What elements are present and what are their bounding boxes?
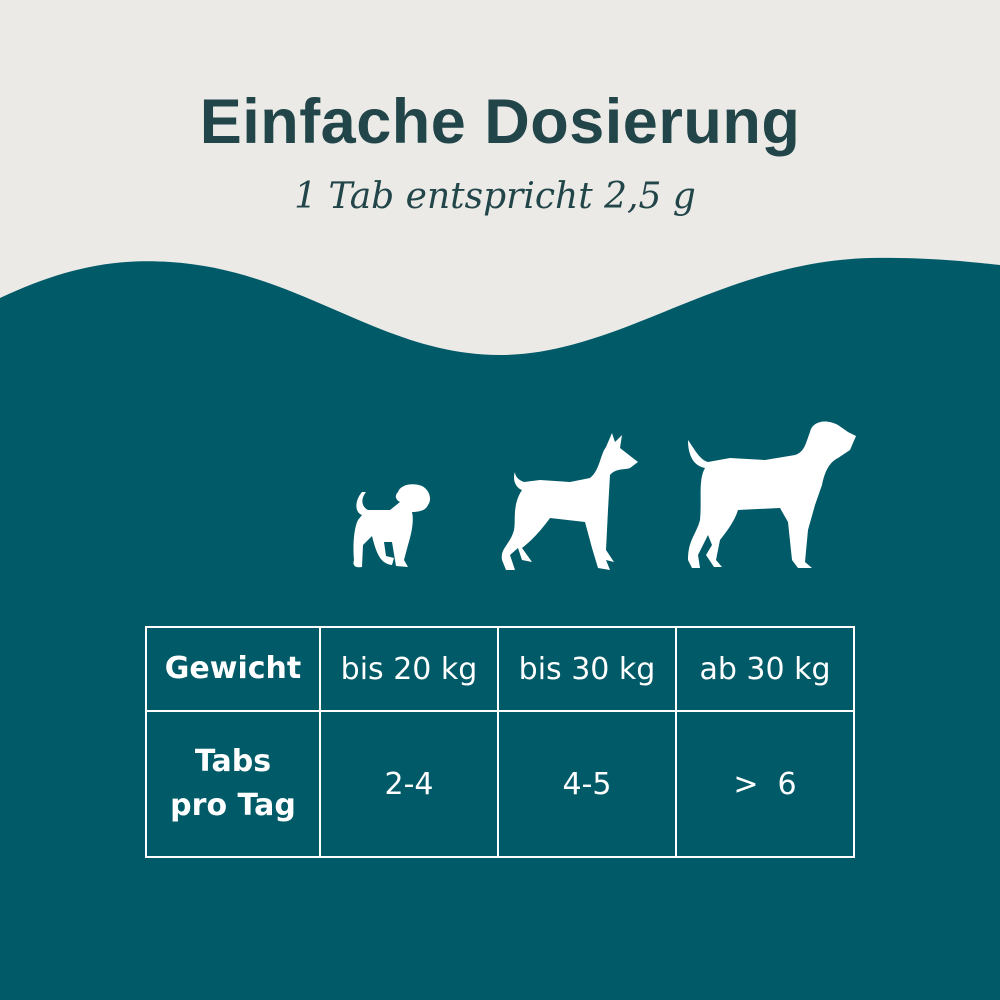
weight-cell: ab 30 kg: [675, 626, 855, 712]
tabs-cell: > 6: [675, 710, 855, 858]
tabs-label: Tabs pro Tag: [145, 710, 321, 858]
puppy-icon: [353, 484, 430, 568]
tabs-label-line2: pro Tag: [170, 788, 296, 823]
dosage-table: Gewicht bis 20 kg bis 30 kg ab 30 kg Tab…: [145, 626, 855, 858]
tabs-label-line1: Tabs: [194, 744, 272, 779]
page-title: Einfache Dosierung: [199, 87, 801, 157]
large-dog-icon: [688, 421, 856, 568]
tabs-cell: 4-5: [497, 710, 677, 858]
table-row-tabs: Tabs pro Tag 2-4 4-5 > 6: [145, 710, 855, 858]
medium-dog-icon: [501, 433, 638, 570]
weight-cell: bis 20 kg: [319, 626, 499, 712]
table-row-weight: Gewicht bis 20 kg bis 30 kg ab 30 kg: [145, 626, 855, 712]
tabs-cell: 2-4: [319, 710, 499, 858]
weight-cell: bis 30 kg: [497, 626, 677, 712]
page-subtitle: 1 Tab entspricht 2,5 g: [294, 176, 696, 217]
weight-label: Gewicht: [145, 626, 321, 712]
